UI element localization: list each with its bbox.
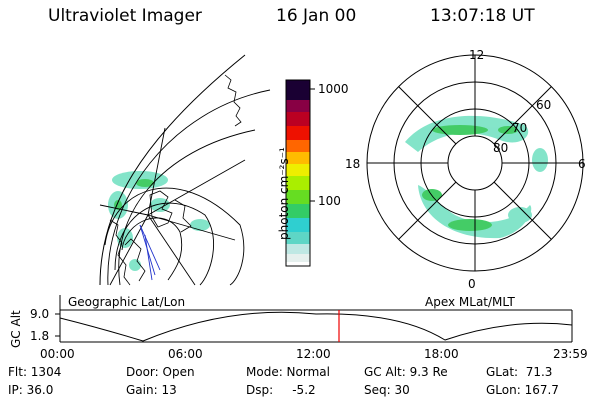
left-panel-label: Geographic Lat/Lon: [68, 295, 186, 309]
mlt-label-0: 0: [468, 277, 476, 291]
status-flt: Flt: 1304: [8, 365, 62, 379]
lat-label-60: 60: [536, 98, 552, 112]
timeline-xtick-2359: 23:59: [553, 347, 588, 361]
latitude-circles: [104, 89, 271, 286]
mlt-label-18: 18: [345, 157, 361, 171]
blue-lines: [139, 224, 161, 281]
colorbar-unit-label: photon cm⁻²s⁻¹: [277, 147, 291, 240]
timeline-ytick-low: 1.8: [30, 329, 50, 343]
mlt-label-6: 6: [578, 157, 586, 171]
timeline-xtick-1200: 12:00: [296, 347, 331, 361]
status-gc-alt: GC Alt: 9.3 Re: [364, 365, 448, 379]
polar-spokes: [367, 55, 583, 271]
colorbar: [285, 79, 315, 267]
earth-limb: [99, 54, 246, 286]
header-time: 13:07:18 UT: [430, 6, 535, 26]
polar-plot: [366, 54, 584, 272]
timeline-ytick-high: 9.0: [30, 307, 50, 321]
status-door: Door: Open: [126, 365, 195, 379]
instrument-title: Ultraviolet Imager: [48, 6, 202, 26]
longitude-lines: [99, 127, 246, 286]
timeline-xtick-1800: 18:00: [424, 347, 459, 361]
coastlines: [109, 74, 242, 286]
timeline-xtick-0600: 06:00: [168, 347, 203, 361]
status-dsp: Dsp: -5.2: [246, 383, 316, 397]
status-gain: Gain: 13: [126, 383, 177, 397]
left-aurora-emission: [108, 171, 210, 271]
status-seq: Seq: 30: [364, 383, 410, 397]
right-aurora-emission: [405, 115, 548, 239]
status-mode: Mode: Normal: [246, 365, 330, 379]
altitude-curve: [59, 311, 573, 342]
status-glat: GLat: 71.3: [486, 365, 553, 379]
lat-label-80: 80: [493, 141, 509, 155]
status-glon: GLon: 167.7: [486, 383, 559, 397]
mlt-label-12: 12: [469, 48, 485, 62]
right-panel-label: Apex MLat/MLT: [425, 295, 515, 309]
status-ip: IP: 36.0: [8, 383, 54, 397]
header-date: 16 Jan 00: [276, 6, 357, 26]
colorbar-tick-1000: 1000: [318, 82, 349, 96]
timeline-xtick-0000: 00:00: [40, 347, 75, 361]
geographic-map: [99, 54, 271, 286]
colorbar-tick-100: 100: [318, 194, 341, 208]
timeline-ylabel: GC Alt: [9, 310, 23, 348]
lat-label-70: 70: [512, 121, 528, 135]
timeline-plot: [55, 295, 573, 343]
